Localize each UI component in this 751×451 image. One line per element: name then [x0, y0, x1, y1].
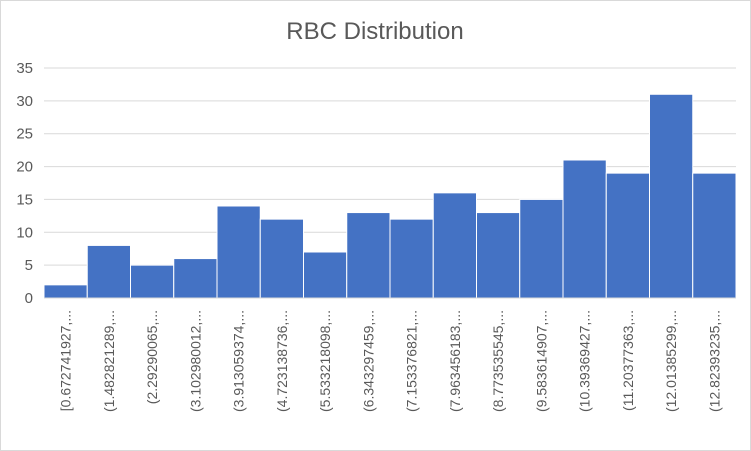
x-tick-label: (7.153376821,...	[404, 310, 420, 412]
bar-2	[86, 244, 131, 299]
bar-7	[303, 251, 348, 299]
bar-14	[605, 172, 650, 299]
bar-1	[43, 284, 88, 299]
x-axis-ticks: [0.672741927,... (1.482821289,... (2.29290…	[58, 310, 723, 412]
x-tick-label: (3.102980012,...	[187, 310, 203, 412]
x-tick-label: (3.913059374,...	[231, 310, 247, 412]
x-tick-label: (5.533218098,...	[317, 310, 333, 412]
y-tick-label: 5	[25, 257, 33, 274]
x-tick-label: (10.39369427,...	[577, 310, 593, 412]
chart-title: RBC Distribution	[286, 18, 463, 45]
bar-9	[389, 218, 434, 299]
y-tick-label: 15	[16, 191, 33, 208]
bar-8	[346, 212, 391, 299]
x-tick-label: [0.672741927,...	[58, 310, 74, 411]
y-tick-label: 25	[16, 126, 33, 143]
bar-13	[562, 159, 607, 299]
y-axis-ticks: 0 5 10 15 20 25 30 35	[16, 60, 33, 307]
x-tick-label: (12.82393235,...	[706, 310, 722, 412]
bar-6	[259, 218, 304, 299]
bar-5	[216, 205, 261, 299]
x-tick-label: (7.963456183,...	[447, 310, 463, 412]
bar-3	[130, 264, 175, 299]
gridlines	[44, 67, 736, 266]
bar-4	[173, 258, 218, 299]
y-tick-label: 10	[16, 224, 33, 241]
x-tick-label: (6.343297459,...	[360, 310, 376, 412]
x-tick-label: (12.01385299,...	[663, 310, 679, 412]
bar-11	[476, 212, 521, 299]
bar-15	[649, 93, 694, 299]
y-tick-label: 35	[16, 60, 33, 77]
y-tick-label: 0	[25, 290, 33, 307]
bars	[43, 93, 737, 299]
bar-10	[432, 192, 477, 299]
y-tick-label: 30	[16, 93, 33, 110]
bar-12	[519, 198, 564, 299]
x-tick-label: (4.723138736,...	[274, 310, 290, 412]
x-tick-label: (1.482821289,...	[101, 310, 117, 412]
x-tick-label: (11.20377363,...	[620, 310, 636, 411]
x-tick-label: (2.29290065,...	[144, 310, 160, 404]
x-tick-label: (9.583614907,...	[533, 310, 549, 412]
y-tick-label: 20	[16, 159, 33, 176]
x-tick-label: (8.773535545,...	[490, 310, 506, 412]
bar-16	[692, 172, 737, 299]
